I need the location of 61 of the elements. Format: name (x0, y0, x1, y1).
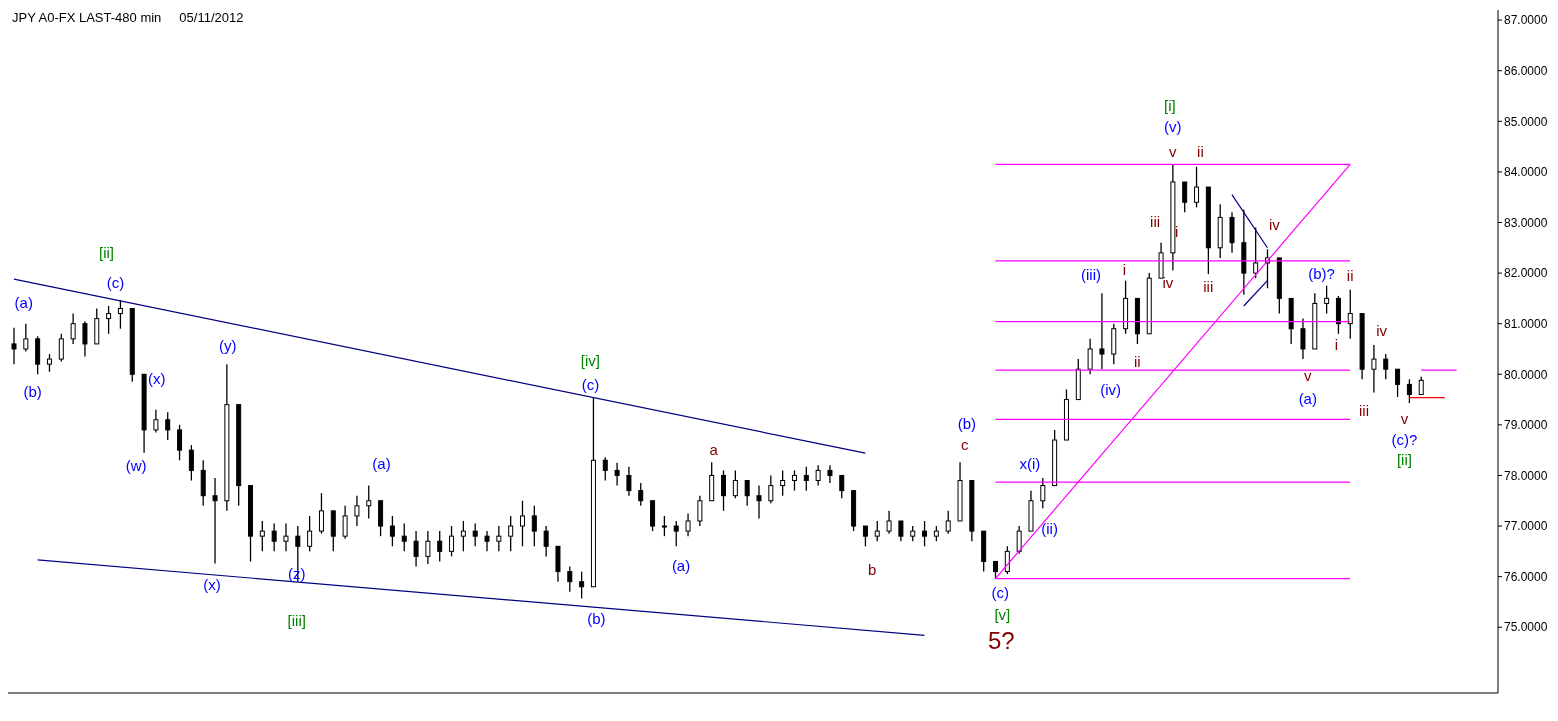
y-tick-label: 83.0000 (1504, 215, 1548, 230)
annotation: [v] (994, 605, 1011, 623)
annotation: x(i) (1019, 454, 1041, 472)
annotation: iii (1358, 401, 1369, 419)
y-tick-label: 79.0000 (1504, 418, 1548, 433)
y-tick-label: 78.0000 (1504, 468, 1548, 483)
annotation: i (1334, 335, 1339, 353)
annotation: (c) (991, 583, 1010, 601)
y-tick-label: 80.0000 (1504, 367, 1548, 382)
y-tick-label: 86.0000 (1504, 63, 1548, 78)
annotation: (w) (125, 456, 147, 474)
y-tick-label: 87.0000 (1504, 13, 1548, 28)
annotation: (y) (219, 336, 237, 354)
annotation: iv (1268, 215, 1281, 233)
annotation: (a) (14, 293, 33, 311)
chart-title: JPY A0-FX LAST-480 min (12, 10, 162, 25)
annotation: c (961, 435, 970, 453)
annotation: (x) (148, 369, 166, 387)
y-tick-label: 82.0000 (1504, 266, 1548, 281)
annotation: iv (1162, 273, 1174, 291)
annotation: [iii] (287, 611, 306, 629)
annotation: (c)? (1391, 430, 1418, 448)
annotation: i (1122, 260, 1127, 278)
annotation: ii (1346, 266, 1354, 284)
annotation: iii (1203, 277, 1214, 295)
annotation: [ii] (1396, 450, 1412, 468)
annotation: b (868, 560, 877, 578)
annotation: a (709, 440, 719, 458)
annotation: (b) (587, 609, 606, 627)
annotation: (b) (957, 414, 977, 432)
annotation: (x) (203, 575, 221, 593)
annotation: v (1169, 142, 1178, 160)
annotation: (iv) (1100, 380, 1122, 398)
chart-subtitle: 05/11/2012 (179, 10, 244, 25)
annotation: ii (1197, 142, 1204, 160)
annotation: 5? (987, 626, 1015, 654)
annotation: [i] (1164, 96, 1176, 114)
annotation: (a) (372, 454, 391, 472)
annotation: (ii) (1041, 519, 1058, 537)
annotation: (c) (106, 273, 125, 291)
y-tick-label: 77.0000 (1504, 519, 1548, 534)
y-tick-label: 75.0000 (1504, 620, 1548, 635)
annotation: (a) (1298, 389, 1317, 407)
y-tick-label: 85.0000 (1504, 114, 1548, 129)
y-tick-label: 84.0000 (1504, 165, 1548, 180)
annotation: i (1175, 222, 1179, 240)
annotation: (a) (671, 556, 691, 574)
annotation: (b)? (1308, 264, 1335, 282)
annotation: v (1304, 366, 1313, 384)
annotation: (iii) (1081, 265, 1102, 283)
annotation: v (1400, 409, 1409, 427)
annotation: iv (1376, 321, 1388, 339)
annotation: [ii] (99, 243, 115, 261)
y-tick-label: 76.0000 (1504, 569, 1548, 584)
annotation: ii (1133, 352, 1141, 370)
annotation: (v) (1164, 117, 1182, 135)
annotation: (c) (581, 375, 600, 393)
annotation: (b) (23, 382, 42, 400)
y-tick-label: 81.0000 (1504, 316, 1548, 331)
annotation: [iv] (580, 351, 600, 369)
annotation: iii (1150, 212, 1161, 230)
